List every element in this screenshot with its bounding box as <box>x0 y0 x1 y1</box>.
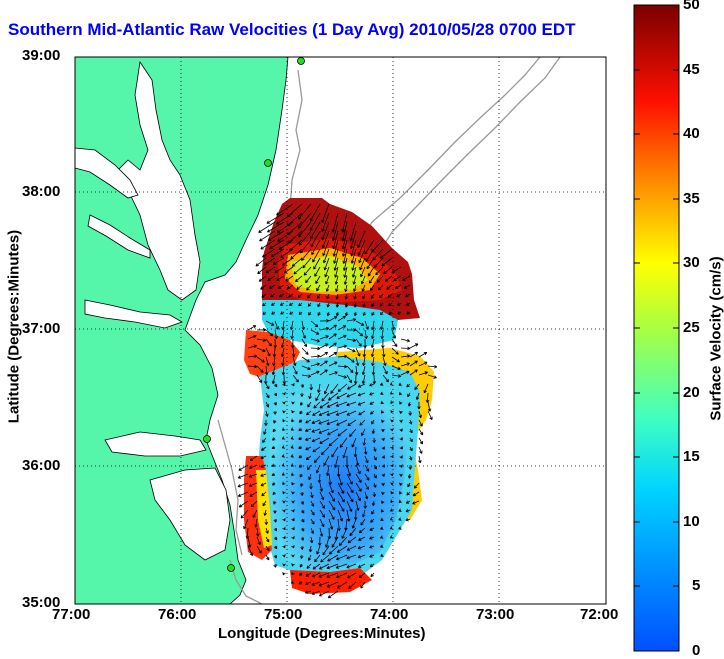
colorbar-gradient <box>633 4 680 652</box>
xtick-label: 73:00 <box>476 606 515 623</box>
ytick-label: 37:00 <box>22 320 61 337</box>
ytick-label: 39:00 <box>22 47 61 64</box>
pamlico-sound <box>149 467 231 561</box>
plot-frame <box>74 56 607 605</box>
colorbar-tick-label: 20 <box>683 384 700 401</box>
colorbar-label: Surface Velocity (cm/s) <box>707 256 724 421</box>
colorbar-tick-label: 50 <box>683 0 700 13</box>
y-axis-label: Latitude (Degrees:Minutes) <box>5 229 23 424</box>
colorbar-tick-label: 45 <box>683 61 700 78</box>
xtick-label: 77:00 <box>52 606 91 623</box>
james-river <box>84 299 183 329</box>
colorbar <box>633 4 680 652</box>
colorbar-tick-label: 15 <box>683 448 700 465</box>
ytick-label: 35:00 <box>22 594 61 611</box>
colorbar-tick-label: 10 <box>683 513 700 530</box>
colorbar-tick-label: 30 <box>683 254 700 271</box>
rappahannock-river <box>87 214 151 259</box>
radar-station-marker <box>264 159 272 167</box>
colorbar-ticks <box>634 4 679 652</box>
xtick-label: 75:00 <box>264 606 303 623</box>
colorbar-tick-label: 40 <box>683 125 700 142</box>
ytick-label: 38:00 <box>22 183 61 200</box>
radar-station-marker <box>227 564 235 572</box>
radar-station-marker <box>203 435 211 443</box>
x-axis-label: Longitude (Degrees:Minutes) <box>218 625 426 642</box>
xtick-label: 72:00 <box>580 606 619 623</box>
ytick-label: 36:00 <box>22 457 61 474</box>
figure-title: Southern Mid-Atlantic Raw Velocities (1 … <box>8 20 576 39</box>
grid-lines <box>75 57 606 604</box>
radar-station-marker <box>297 57 305 65</box>
potomac-river <box>75 147 139 199</box>
velocity-field <box>244 198 434 594</box>
xtick-label: 74:00 <box>370 606 409 623</box>
velocity-vectors <box>237 203 438 599</box>
chesapeake-bay <box>117 60 201 301</box>
colorbar-tick-label: 35 <box>683 190 700 207</box>
radar-stations <box>203 57 305 572</box>
velocity-vector-arrows <box>237 203 438 599</box>
colorbar-tick-label: 0 <box>692 642 701 659</box>
xtick-label: 76:00 <box>158 606 197 623</box>
colorbar-tick-label: 25 <box>683 319 700 336</box>
colorbar-tick-label: 5 <box>692 577 701 594</box>
